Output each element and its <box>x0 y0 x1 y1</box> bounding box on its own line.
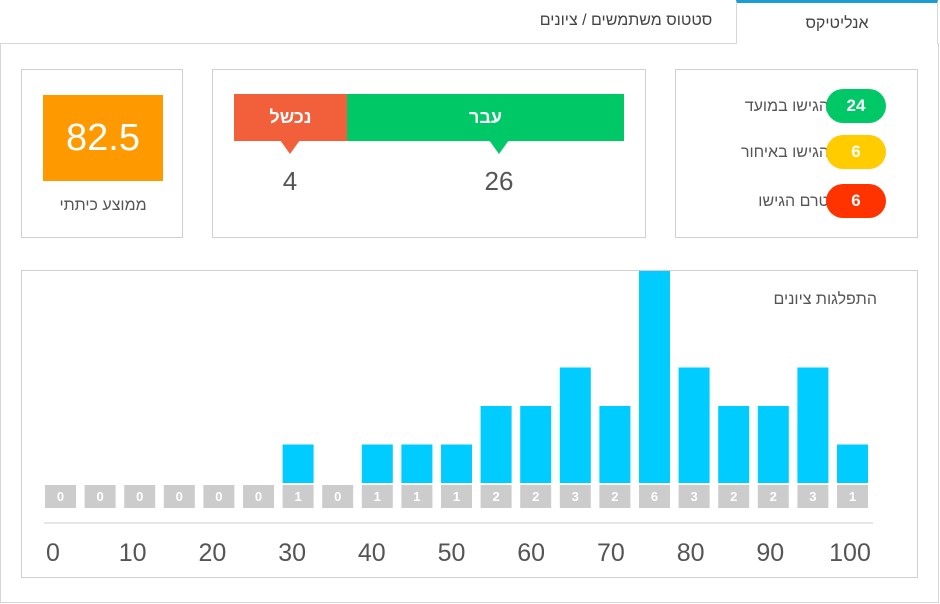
histogram-count-box <box>639 485 670 508</box>
class-average-value: 82.5 <box>43 95 163 181</box>
histogram-bar <box>559 367 591 483</box>
histogram-count-box <box>322 485 354 508</box>
histogram-count-label: 0 <box>255 489 262 504</box>
histogram-count-label: 2 <box>770 489 777 504</box>
class-average-label: ממוצע כיתתי <box>59 197 147 214</box>
histogram-count-box <box>243 485 274 508</box>
histogram-count-box <box>678 485 710 508</box>
histogram-count-box <box>520 485 552 508</box>
histogram-count-label: 0 <box>176 489 183 504</box>
histogram-count-label: 0 <box>215 489 222 504</box>
histogram-bar <box>639 271 670 483</box>
histogram-count-box <box>718 485 750 508</box>
submission-status-card: הגישו במועד 24 הגישו באיחור 6 טרם הגישו … <box>675 69 918 238</box>
histogram-count-box <box>84 485 116 508</box>
histogram-count-label: 1 <box>413 489 420 504</box>
histogram-count-label: 0 <box>334 489 341 504</box>
tab-analytics[interactable]: אנליטיקס <box>736 0 938 44</box>
pass-count: 26 <box>484 166 514 196</box>
histogram-count-label: 2 <box>611 489 618 504</box>
submission-row-late: הגישו באיחור 6 <box>676 135 919 171</box>
histogram-bar <box>520 406 552 483</box>
histogram-count-box <box>361 485 393 508</box>
histogram-count-label: 1 <box>374 489 381 504</box>
on-time-count-badge: 24 <box>826 89 886 123</box>
histogram-count-label: 0 <box>136 489 143 504</box>
histogram-bar <box>797 367 829 483</box>
histogram-bar <box>401 444 433 483</box>
pass-fail-card: נכשל עבר 4 26 <box>212 69 646 238</box>
histogram-count-box <box>203 485 235 508</box>
histogram-bar <box>441 444 472 483</box>
histogram-count-label: 2 <box>492 489 499 504</box>
grade-distribution-chart: 0 0 0 0 0 0 1 0 1 1 1 2 2 3 2 6 3 2 2 3 10 10 20 30 40 50 60 70 80 90… <box>44 271 873 567</box>
histogram-count-label: 3 <box>809 489 816 504</box>
histogram-count-box <box>282 485 314 508</box>
x-tick-label: 10 <box>119 539 147 567</box>
histogram-count-box <box>837 485 868 508</box>
histogram-count-box <box>559 485 591 508</box>
histogram-bar <box>837 444 868 483</box>
pass-pointer-arrow <box>489 140 509 154</box>
histogram-count-label: 6 <box>651 489 658 504</box>
x-tick-label: 0 <box>46 539 60 567</box>
pass-bar: עבר <box>347 94 624 141</box>
histogram-count-label: 0 <box>96 489 103 504</box>
x-tick-label: 100 <box>829 539 871 567</box>
x-tick-label: 80 <box>677 539 705 567</box>
histogram-count-label: 3 <box>690 489 697 504</box>
histogram-bar <box>282 444 314 483</box>
not-submitted-label: טרם הגישו <box>758 193 829 210</box>
x-tick-label: 30 <box>278 539 306 567</box>
submission-row-on-time: הגישו במועד 24 <box>676 89 919 125</box>
x-tick-label: 70 <box>597 539 625 567</box>
histogram-count-box <box>45 485 76 508</box>
late-count-badge: 6 <box>826 135 886 169</box>
histogram-bar <box>678 367 710 483</box>
histogram-count-label: 1 <box>849 489 856 504</box>
histogram-bar <box>718 406 750 483</box>
tab-user-status-grades[interactable]: סטטוס משתמשים / ציונים <box>539 12 713 29</box>
histogram-count-box <box>797 485 829 508</box>
histogram-count-box <box>124 485 156 508</box>
histogram-count-box <box>401 485 433 508</box>
histogram-bar <box>757 406 789 483</box>
fail-pointer-arrow <box>280 140 300 154</box>
histogram-count-label: 1 <box>294 489 301 504</box>
histogram-bar <box>599 406 631 483</box>
histogram-count-box <box>599 485 631 508</box>
class-average-card: 82.5 ממוצע כיתתי <box>21 69 183 238</box>
fail-count: 4 <box>282 166 298 196</box>
histogram-count-label: 2 <box>532 489 539 504</box>
histogram-bar <box>361 444 393 483</box>
submission-row-not-submitted: טרם הגישו 6 <box>676 184 919 220</box>
histogram-count-label: 1 <box>453 489 460 504</box>
histogram-bar <box>480 406 512 483</box>
histogram-count-box <box>441 485 472 508</box>
histogram-count-box <box>480 485 512 508</box>
histogram-count-label: 2 <box>730 489 737 504</box>
histogram-count-box <box>163 485 195 508</box>
grade-distribution-title: התפלגות ציונים <box>773 291 877 308</box>
histogram-count-label: 0 <box>57 489 64 504</box>
x-tick-label: 90 <box>756 539 784 567</box>
histogram-count-box <box>757 485 789 508</box>
x-tick-label: 40 <box>358 539 386 567</box>
x-tick-label: 60 <box>517 539 545 567</box>
x-tick-label: 20 <box>198 539 226 567</box>
grade-distribution-card: התפלגות ציונים 0 0 0 0 0 0 1 0 1 1 1 2 2 3 2 6 3 2 2 3 1 0 10 2… <box>21 270 918 578</box>
late-label: הגישו באיחור <box>740 144 829 161</box>
not-submitted-count-badge: 6 <box>826 184 886 218</box>
histogram-count-label: 3 <box>572 489 579 504</box>
x-tick-label: 50 <box>438 539 466 567</box>
on-time-label: הגישו במועד <box>744 98 829 115</box>
fail-bar: נכשל <box>234 94 347 141</box>
